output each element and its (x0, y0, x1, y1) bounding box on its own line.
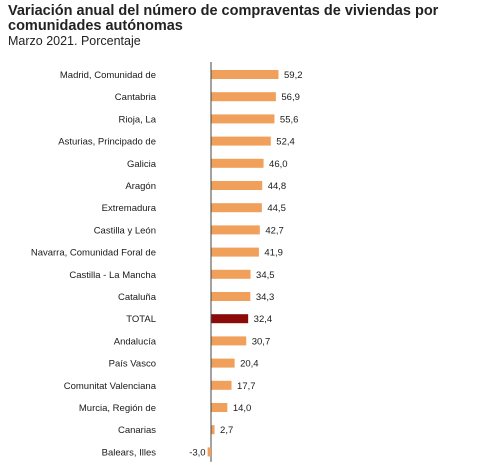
category-label: Castilla y León (94, 225, 156, 236)
bar (211, 70, 279, 79)
bar (211, 314, 249, 324)
bar (211, 92, 276, 102)
bar (211, 247, 259, 257)
bar (207, 447, 211, 457)
bar (211, 136, 271, 146)
category-label: Cantabria (115, 92, 157, 103)
value-label: 56,9 (281, 92, 300, 103)
bar (211, 269, 251, 279)
chart-title: Variación anual del número de compravent… (8, 3, 439, 34)
value-label: 42,7 (265, 225, 284, 236)
category-label: Extremadura (102, 203, 157, 214)
category-label: Cataluña (118, 292, 157, 303)
value-label: 2,7 (220, 425, 233, 436)
value-label: 14,0 (233, 403, 252, 414)
value-label: 20,4 (240, 359, 258, 370)
value-label: 44,8 (268, 181, 287, 192)
category-label: Aragón (125, 181, 156, 192)
value-label: 32,4 (254, 314, 273, 325)
category-label: Balears, Illes (102, 447, 157, 458)
value-label: 46,0 (269, 159, 288, 170)
bar (211, 292, 251, 301)
bar (211, 114, 275, 124)
value-label: 55,6 (280, 114, 299, 125)
category-label: Madrid, Comunidad de (60, 70, 156, 81)
bar (211, 380, 232, 390)
category-label: Comunitat Valenciana (64, 381, 157, 392)
value-label: 59,2 (284, 70, 303, 81)
bar (211, 403, 228, 412)
value-label: -3,0 (189, 447, 205, 458)
category-label: Murcia, Región de (79, 403, 156, 414)
value-label: 17,7 (237, 381, 256, 392)
bar (211, 181, 263, 190)
value-label: 41,9 (264, 248, 283, 259)
category-label: Rioja, La (119, 114, 157, 125)
category-label: Asturias, Principado de (58, 137, 156, 148)
value-label: 34,3 (256, 292, 275, 303)
category-label: País Vasco (109, 359, 156, 370)
category-label: Navarra, Comunidad Foral de (31, 248, 156, 259)
value-label: 52,4 (276, 137, 295, 148)
bar (211, 158, 264, 168)
bar (211, 225, 260, 235)
bar (211, 358, 235, 368)
bar (211, 336, 247, 346)
value-label: 44,5 (267, 203, 286, 214)
value-label: 34,5 (256, 270, 275, 281)
category-label: Canarias (118, 425, 156, 436)
category-label: Castilla - La Mancha (69, 270, 156, 281)
chart-subtitle: Marzo 2021. Porcentaje (8, 34, 141, 48)
bar (211, 425, 215, 435)
category-label: Galicia (127, 159, 157, 170)
value-label: 30,7 (252, 336, 271, 347)
category-label: TOTAL (126, 314, 156, 325)
bar (211, 203, 262, 213)
category-label: Andalucía (114, 336, 157, 347)
